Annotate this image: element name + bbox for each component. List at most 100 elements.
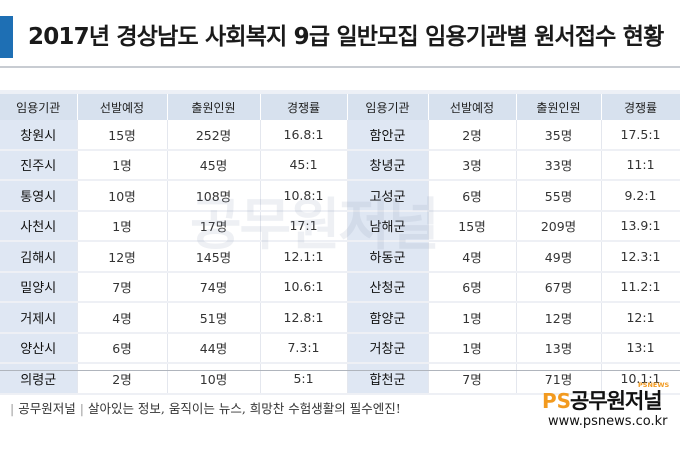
agency-cell: 밀양시: [0, 271, 78, 303]
table-row: 김해시 12명 145명 12.1:1 하동군 4명 49명 12.3:1: [0, 241, 680, 273]
value-cell: 45명: [167, 149, 261, 181]
value-cell: 12명: [516, 302, 602, 334]
value-cell: 3명: [428, 149, 517, 181]
value-cell: 7명: [77, 271, 168, 303]
logo-ps: PS: [542, 389, 571, 413]
value-cell: 209명: [516, 210, 602, 242]
value-cell: 49명: [516, 241, 602, 273]
value-cell: 11:1: [601, 149, 680, 181]
value-cell: 7명: [428, 363, 517, 395]
column-header: 선발예정: [428, 94, 517, 120]
value-cell: 10명: [167, 363, 261, 395]
agency-cell: 통영시: [0, 180, 78, 212]
value-cell: 33명: [516, 149, 602, 181]
value-cell: 67명: [516, 271, 602, 303]
value-cell: 16.8:1: [260, 120, 348, 151]
value-cell: 10.6:1: [260, 271, 348, 303]
slogan-text: 살아있는 정보, 움직이는 뉴스, 희망찬 수험생활의 필수엔진!: [87, 401, 401, 416]
footer-divider: [0, 370, 680, 371]
value-cell: 6명: [428, 180, 517, 212]
psnews-logo: PS 공무원저널 PSNEWS: [542, 381, 669, 413]
table-row: 창원시 15명 252명 16.8:1 함안군 2명 35명 17.5:1: [0, 120, 680, 151]
logo-small: PSNEWS: [638, 381, 669, 389]
value-cell: 51명: [167, 302, 261, 334]
accent-bar: [0, 16, 13, 58]
table-row: 밀양시 7명 74명 10.6:1 산청군 6명 67명 11.2:1: [0, 271, 680, 303]
value-cell: 17.5:1: [601, 120, 680, 151]
column-header: 출원인원: [167, 94, 261, 120]
agency-cell: 함양군: [347, 302, 429, 334]
value-cell: 1명: [428, 302, 517, 334]
table-row: 통영시 10명 108명 10.8:1 고성군 6명 55명 9.2:1: [0, 180, 680, 212]
value-cell: 12명: [77, 241, 168, 273]
value-cell: 10.8:1: [260, 180, 348, 212]
value-cell: 6명: [428, 271, 517, 303]
value-cell: 13명: [516, 332, 602, 364]
agency-cell: 의령군: [0, 363, 78, 395]
column-header: 임용기관: [347, 94, 429, 120]
value-cell: 1명: [428, 332, 517, 364]
value-cell: 12.1:1: [260, 241, 348, 273]
value-cell: 15명: [77, 120, 168, 151]
value-cell: 4명: [428, 241, 517, 273]
recruitment-table: 임용기관 선발예정 출원인원 경쟁률 임용기관 선발예정 출원인원 경쟁률 창원…: [0, 94, 680, 395]
footer-brand: 공무원저널: [18, 401, 76, 416]
site-url: www.psnews.co.kr: [548, 414, 668, 429]
table-row: 진주시 1명 45명 45:1 창녕군 3명 33명 11:1: [0, 149, 680, 181]
value-cell: 13:1: [601, 332, 680, 364]
column-header: 임용기관: [0, 94, 78, 120]
separator: |: [79, 401, 84, 416]
value-cell: 45:1: [260, 149, 348, 181]
value-cell: 12:1: [601, 302, 680, 334]
agency-cell: 거제시: [0, 302, 78, 334]
page-header: 2017년 경상남도 사회복지 9급 일반모집 임용기관별 원서접수 현황: [0, 0, 680, 72]
table-row: 사천시 1명 17명 17:1 남해군 15명 209명 13.9:1: [0, 210, 680, 242]
value-cell: 9.2:1: [601, 180, 680, 212]
column-header: 선발예정: [77, 94, 168, 120]
value-cell: 17:1: [260, 210, 348, 242]
value-cell: 13.9:1: [601, 210, 680, 242]
value-cell: 1명: [77, 149, 168, 181]
value-cell: 4명: [77, 302, 168, 334]
column-header: 경쟁률: [601, 94, 680, 120]
header-divider: [0, 66, 680, 68]
agency-cell: 함안군: [347, 120, 429, 151]
page-title: 2017년 경상남도 사회복지 9급 일반모집 임용기관별 원서접수 현황: [28, 24, 664, 50]
value-cell: 12.8:1: [260, 302, 348, 334]
column-header: 경쟁률: [260, 94, 348, 120]
agency-cell: 합천군: [347, 363, 429, 395]
agency-cell: 남해군: [347, 210, 429, 242]
agency-cell: 진주시: [0, 149, 78, 181]
value-cell: 145명: [167, 241, 261, 273]
value-cell: 7.3:1: [260, 332, 348, 364]
agency-cell: 사천시: [0, 210, 78, 242]
value-cell: 2명: [77, 363, 168, 395]
value-cell: 71명: [516, 363, 602, 395]
agency-cell: 고성군: [347, 180, 429, 212]
agency-cell: 산청군: [347, 271, 429, 303]
value-cell: 252명: [167, 120, 261, 151]
footer-slogan: | 공무원저널 | 살아있는 정보, 움직이는 뉴스, 희망찬 수험생활의 필수엔진!: [6, 398, 401, 417]
column-header: 출원인원: [516, 94, 602, 120]
table-body: 창원시 15명 252명 16.8:1 함안군 2명 35명 17.5:1 진주시 1명 45명 45…: [0, 120, 680, 395]
value-cell: 10.1:1: [601, 363, 680, 395]
value-cell: 5:1: [260, 363, 348, 395]
value-cell: 15명: [428, 210, 517, 242]
agency-cell: 창녕군: [347, 149, 429, 181]
table-row: 의령군 2명 10명 5:1 합천군 7명 71명 10.1:1: [0, 363, 680, 395]
value-cell: 1명: [77, 210, 168, 242]
value-cell: 10명: [77, 180, 168, 212]
agency-cell: 김해시: [0, 241, 78, 273]
value-cell: 74명: [167, 271, 261, 303]
value-cell: 12.3:1: [601, 241, 680, 273]
value-cell: 35명: [516, 120, 602, 151]
table-panel: 임용기관 선발예정 출원인원 경쟁률 임용기관 선발예정 출원인원 경쟁률 창원…: [0, 90, 680, 395]
agency-cell: 창원시: [0, 120, 78, 151]
value-cell: 11.2:1: [601, 271, 680, 303]
separator: |: [10, 401, 15, 416]
agency-cell: 양산시: [0, 332, 78, 364]
agency-cell: 거창군: [347, 332, 429, 364]
table-header-row: 임용기관 선발예정 출원인원 경쟁률 임용기관 선발예정 출원인원 경쟁률: [0, 94, 680, 120]
value-cell: 2명: [428, 120, 517, 151]
value-cell: 6명: [77, 332, 168, 364]
